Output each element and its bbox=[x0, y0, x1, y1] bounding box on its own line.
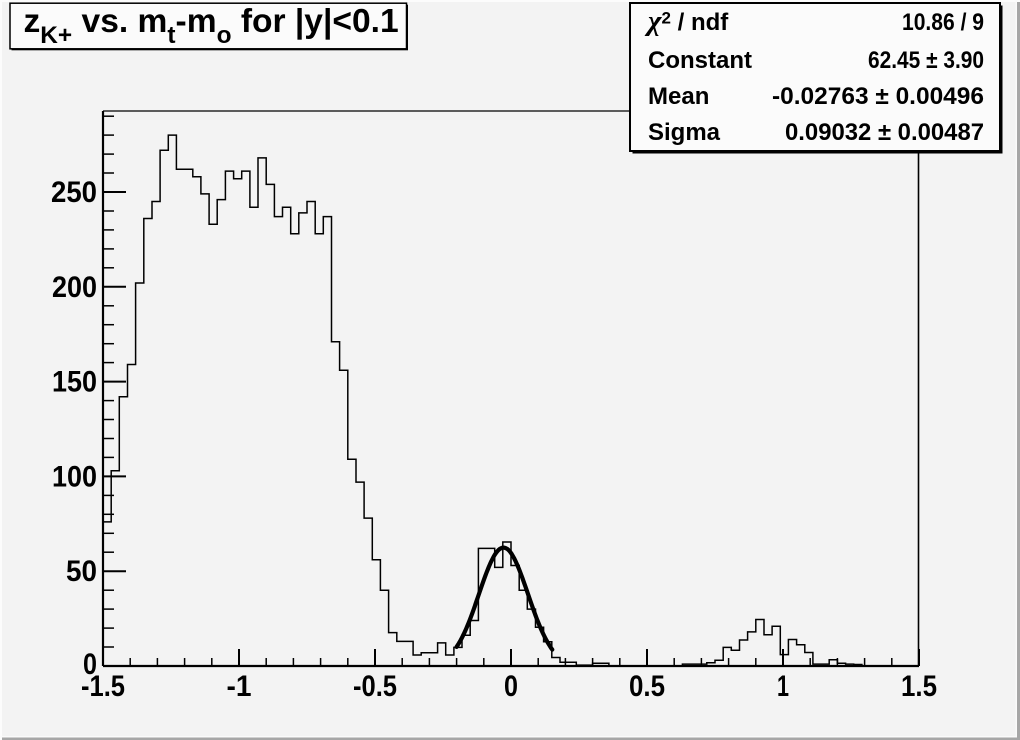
svg-text:-1.5: -1.5 bbox=[81, 670, 125, 703]
svg-text:zK+ vs. mt-mo for |y|<0.1: zK+ vs. mt-mo for |y|<0.1 bbox=[24, 3, 399, 49]
svg-text:50: 50 bbox=[66, 555, 97, 588]
svg-text:-0.02763 ± 0.00496: -0.02763 ± 0.00496 bbox=[772, 83, 984, 110]
svg-text:150: 150 bbox=[52, 366, 97, 399]
svg-text:250: 250 bbox=[51, 176, 97, 209]
svg-text:1: 1 bbox=[777, 670, 789, 703]
svg-text:-0.5: -0.5 bbox=[353, 670, 397, 703]
svg-text:200: 200 bbox=[52, 271, 97, 304]
svg-text:-1: -1 bbox=[227, 670, 252, 703]
svg-text:Sigma: Sigma bbox=[648, 119, 721, 146]
svg-text:χ2 / ndf: χ2 / ndf bbox=[644, 5, 729, 37]
svg-text:0: 0 bbox=[83, 648, 97, 681]
svg-text:Mean: Mean bbox=[648, 83, 709, 110]
svg-text:10.86 / 9: 10.86 / 9 bbox=[902, 9, 984, 36]
svg-text:0.09032 ± 0.00487: 0.09032 ± 0.00487 bbox=[785, 119, 984, 146]
svg-text:62.45 ± 3.90: 62.45 ± 3.90 bbox=[868, 47, 984, 74]
svg-text:Constant: Constant bbox=[648, 47, 752, 74]
svg-text:1.5: 1.5 bbox=[901, 670, 937, 703]
svg-text:100: 100 bbox=[52, 460, 97, 493]
svg-text:0.5: 0.5 bbox=[629, 670, 665, 703]
svg-text:0: 0 bbox=[504, 670, 518, 703]
